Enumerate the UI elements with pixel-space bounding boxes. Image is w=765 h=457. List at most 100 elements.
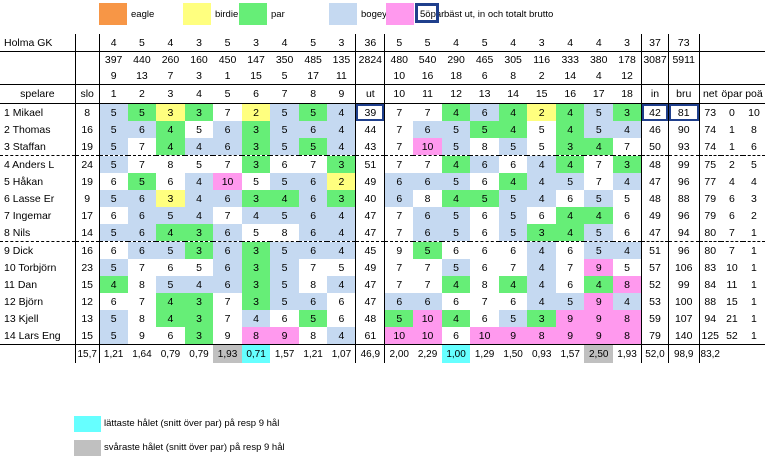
blank-cell <box>698 34 721 52</box>
player-name: 2 Thomas <box>4 123 51 136</box>
length-hole-11: 540 <box>418 54 437 66</box>
score-hole-11: 6 <box>413 224 442 242</box>
par-hole-6: 3 <box>241 34 271 52</box>
score-hole-5: 6 <box>213 138 242 156</box>
legend-swatch-par <box>239 3 267 25</box>
score-hole-3: 8 <box>167 158 174 171</box>
score-netto: 80 <box>698 224 721 242</box>
avg-hole-11: 2,29 <box>417 348 438 360</box>
hcp-hole-6: 15 <box>241 68 271 85</box>
score-netto: 94 <box>698 310 721 327</box>
score-in-total: 53 <box>641 293 669 310</box>
score-hole-8: 6 <box>298 224 328 242</box>
score-hole-17: 4 <box>584 207 613 224</box>
legend-label-bogey: bogey <box>361 9 387 20</box>
score-hole-14: 4 <box>498 173 528 190</box>
score-hole-14: 6 <box>510 295 517 308</box>
player-row: 14 Lars Eng 15 5 9 6 3 9 8 9 8 4 61 10 10 6 10 9 8 9 9 8 79 14… <box>0 327 765 345</box>
par-hole-13: 5 <box>470 34 499 52</box>
header-hole-3: 3 <box>156 84 185 104</box>
header-row: spelare slo 1 2 3 4 5 6 7 8 9 ut 10 11 12 13 14 15 16 17 18 i… <box>0 84 765 104</box>
score-hole-14: 5 <box>498 310 528 327</box>
score-hole-1: 6 <box>98 241 128 259</box>
score-hole-13: 5 <box>470 121 499 138</box>
score-in-total: 50 <box>641 138 669 156</box>
score-hole-11: 10 <box>413 327 442 345</box>
note-easiest-label: lättaste hålet (snitt över par) på resp … <box>104 418 280 429</box>
hcp-hole-1: 9 <box>98 68 128 85</box>
length-hole-16: 333 <box>561 54 579 66</box>
score-hole-11: 7 <box>424 278 431 291</box>
player-row: 5 Håkan 19 6 5 6 4 10 5 5 6 2 49 6 6 5 6 4 4 5 7 4 47 96 77 4 4 <box>0 173 765 190</box>
score-out-total: 40 <box>355 190 385 207</box>
score-hole-6: 2 <box>241 103 271 121</box>
score-hole-1: 5 <box>98 310 128 327</box>
score-out-total: 47 <box>355 293 385 310</box>
score-out-total: 39 <box>355 103 385 121</box>
score-hole-11: 7 <box>424 158 431 171</box>
par-hole-10: 5 <box>384 34 414 52</box>
score-hole-11: 10 <box>413 138 442 156</box>
score-hole-5: 6 <box>213 224 242 242</box>
player-row: 10 Torbjörn 23 5 7 6 5 6 3 5 7 5 49 7 7 5 6 7 4 7 9 5 57 106 83… <box>0 259 765 276</box>
length-hole-17: 380 <box>589 54 608 66</box>
blank-cell <box>74 68 100 85</box>
score-hole-2: 8 <box>139 312 145 325</box>
score-hole-10: 7 <box>384 138 414 156</box>
score-hole-7: 5 <box>270 259 299 276</box>
par-total: 73 <box>667 34 700 52</box>
score-hole-13: 6 <box>470 103 499 121</box>
score-in-total: 52 <box>641 276 669 293</box>
hcp-hole-17: 4 <box>584 68 613 85</box>
note-swatch-hardest <box>74 440 101 456</box>
score-hole-12: 5 <box>441 224 471 242</box>
header-hole-10: 10 <box>384 84 414 104</box>
score-hole-16: 9 <box>555 327 585 345</box>
player-name: 13 Kjell <box>4 312 39 325</box>
score-hole-15: 4 <box>527 276 556 293</box>
score-hole-2: 6 <box>127 224 157 242</box>
score-hole-11: 6 <box>413 121 442 138</box>
avg-hole-1: 1,21 <box>98 344 128 363</box>
player-name: 4 Anders L <box>4 158 55 171</box>
score-hole-4: 3 <box>184 103 214 121</box>
score-hole-13: 6 <box>481 175 488 188</box>
score-hole-9: 4 <box>327 138 356 156</box>
player-row: 9 Dick 16 6 6 5 3 6 3 5 6 4 45 9 5 6 6 6 4 6 5 4 51 96 80 7 1 <box>0 241 765 259</box>
score-hole-17: 5 <box>584 121 613 138</box>
score-hole-5: 6 <box>213 190 242 207</box>
score-brutto: 81 <box>667 103 700 121</box>
score-hole-3: 3 <box>156 190 185 207</box>
score-in-total: 48 <box>641 190 669 207</box>
score-hole-13: 6 <box>481 244 488 257</box>
avg-hole-18: 1,93 <box>617 348 637 360</box>
score-hole-3: 5 <box>156 207 185 224</box>
par-hole-15: 3 <box>527 34 556 52</box>
score-netto: 74 <box>698 138 721 156</box>
player-row: 12 Björn 12 6 7 4 3 7 3 5 6 6 47 6 6 6 7 6 4 5 9 4 53 100 88 15 1 <box>0 293 765 310</box>
score-hole-17: 5 <box>584 224 613 242</box>
score-hole-18: 6 <box>624 209 630 222</box>
legend-swatch-eagle <box>99 3 127 25</box>
score-hole-5: 7 <box>224 209 231 222</box>
score-points: 4 <box>751 175 757 188</box>
score-hole-5: 9 <box>213 327 242 345</box>
score-netto: 75 <box>698 155 721 173</box>
header-hole-9: 9 <box>327 84 356 104</box>
score-hole-2: 6 <box>127 121 157 138</box>
score-hole-5: 7 <box>224 106 231 119</box>
player-slope: 12 <box>74 293 100 310</box>
blank-cell <box>0 52 75 69</box>
player-slope: 16 <box>74 241 100 259</box>
score-hole-15: 2 <box>527 103 556 121</box>
score-hole-18: 7 <box>613 138 642 156</box>
score-hole-17: 5 <box>584 190 613 207</box>
hcp-hole-9: 11 <box>327 68 356 85</box>
hcp-hole-12: 18 <box>441 68 471 85</box>
score-hole-13: 5 <box>470 190 499 207</box>
avg-hole-10: 2,00 <box>384 344 414 363</box>
player-slope: 8 <box>74 103 100 121</box>
score-hole-7: 8 <box>270 224 299 242</box>
score-over-par: 1 <box>729 123 735 136</box>
header-hole-4: 4 <box>184 84 214 104</box>
